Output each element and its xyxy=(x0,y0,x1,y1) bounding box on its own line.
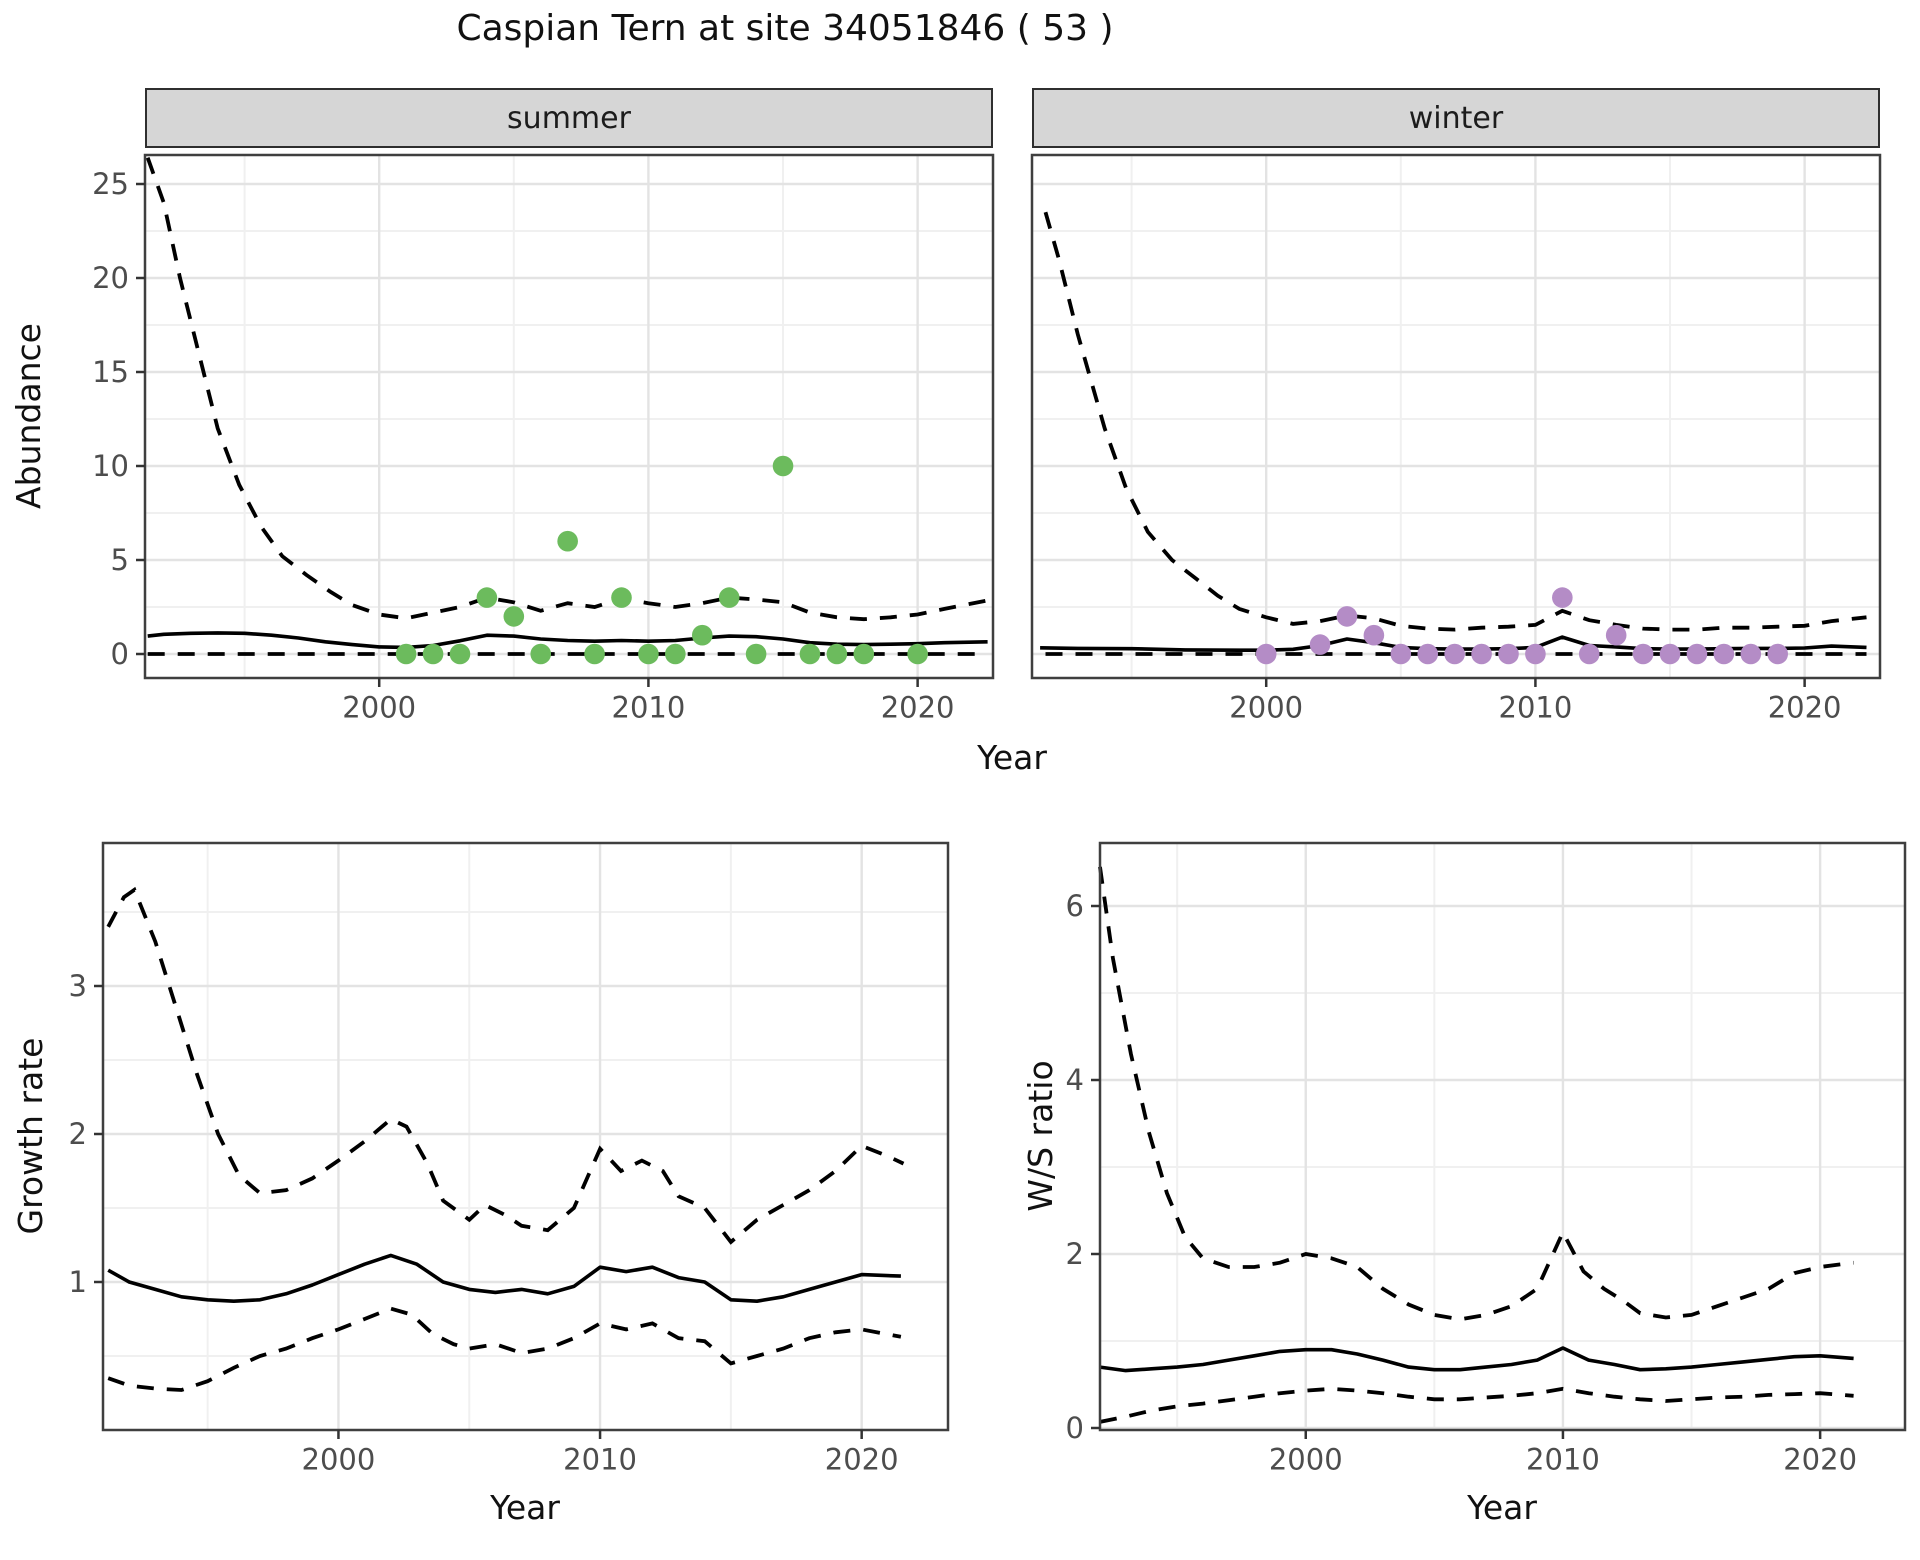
winter-observation-point xyxy=(1686,643,1708,665)
ws-x-tick-label: 2000 xyxy=(1269,1443,1343,1477)
facet-strip-winter: winter xyxy=(1032,88,1880,148)
summer-observation-point xyxy=(557,530,578,552)
summer-observation-point xyxy=(503,606,525,627)
ws-lower-ci-line xyxy=(1099,1386,1854,1424)
winter-x-tick-label: 2020 xyxy=(1768,691,1842,725)
summer-y-tick-label: 20 xyxy=(92,261,129,295)
winter-observation-point xyxy=(1336,606,1358,627)
ws-panel-bg xyxy=(1100,843,1905,1430)
growth-panel-border xyxy=(101,841,950,1432)
summer-observation-point xyxy=(772,455,794,477)
summer-observation-point xyxy=(584,643,605,665)
summer-observation-point xyxy=(638,643,659,665)
summer-observation-point xyxy=(665,643,686,665)
growth-y-tick-label: 1 xyxy=(69,1265,87,1299)
y-axis-title-ws-ratio: W/S ratio xyxy=(1021,1060,1060,1212)
winter-observation-point xyxy=(1525,643,1546,665)
winter-observation-point xyxy=(1390,643,1412,665)
winter-x-tick-label: 2010 xyxy=(1499,691,1573,725)
winter-observation-point xyxy=(1605,624,1627,646)
winter-observation-point xyxy=(1255,643,1277,665)
winter-observation-point xyxy=(1740,643,1762,665)
summer-observation-point xyxy=(422,643,444,665)
x-axis-title-year-growth: Year xyxy=(490,1488,560,1527)
summer-panel-bg xyxy=(145,155,993,678)
summer-y-tick-label: 25 xyxy=(92,167,129,201)
winter-upper-ci-line xyxy=(1043,211,1867,632)
winter-observation-point xyxy=(1713,643,1735,665)
facet-strip-winter-label: winter xyxy=(1408,100,1504,136)
y-axis-title-growth-rate: Growth rate xyxy=(11,1037,50,1235)
growth-x-tick-label: 2020 xyxy=(825,1443,899,1477)
summer-y-tick-label: 5 xyxy=(111,543,129,577)
growth-y-tick-label: 3 xyxy=(69,969,87,1003)
summer-observation-point xyxy=(826,643,848,665)
ws-panel-border xyxy=(1098,841,1907,1432)
summer-panel-border xyxy=(143,153,995,680)
summer-y-tick-label: 10 xyxy=(92,449,129,483)
winter-observation-point xyxy=(1444,643,1465,665)
y-axis-title-abundance: Abundance xyxy=(9,323,48,509)
ws-mean-line xyxy=(1099,1346,1854,1373)
ws-y-tick-label: 6 xyxy=(1066,889,1084,923)
facet-strip-summer-label: summer xyxy=(507,100,631,136)
winter-observation-point xyxy=(1767,643,1789,665)
summer-observation-point xyxy=(745,643,767,665)
winter-observation-point xyxy=(1578,643,1600,665)
winter-observation-point xyxy=(1309,634,1331,655)
summer-observation-point xyxy=(799,643,821,665)
summer-y-tick-label: 0 xyxy=(111,637,129,671)
growth-x-tick-label: 2000 xyxy=(302,1443,376,1477)
growth-lower-ci-line xyxy=(107,1306,902,1392)
summer-x-tick-label: 2000 xyxy=(342,691,416,725)
growth-panel-bg xyxy=(103,843,948,1430)
winter-observation-point xyxy=(1632,643,1654,665)
growth-upper-ci-line xyxy=(106,886,905,1245)
x-axis-title-year-top: Year xyxy=(977,738,1047,777)
winter-observation-point xyxy=(1417,643,1439,665)
winter-observation-point xyxy=(1363,624,1385,646)
winter-panel-border xyxy=(1030,153,1882,680)
summer-observation-point xyxy=(853,643,875,665)
growth-mean-line xyxy=(107,1253,901,1303)
summer-observation-point xyxy=(395,643,417,665)
summer-x-tick-label: 2020 xyxy=(881,691,955,725)
growth-y-tick-label: 2 xyxy=(69,1117,87,1151)
summer-observation-point xyxy=(611,587,632,608)
ws-x-tick-label: 2010 xyxy=(1526,1443,1600,1477)
summer-observation-point xyxy=(718,587,740,608)
summer-observation-point xyxy=(691,624,713,646)
summer-x-tick-label: 2010 xyxy=(612,691,686,725)
winter-observation-point xyxy=(1659,643,1681,665)
ws-x-tick-label: 2020 xyxy=(1783,1443,1857,1477)
winter-panel-bg xyxy=(1032,155,1880,678)
summer-observation-point xyxy=(530,643,552,665)
ws-y-tick-label: 4 xyxy=(1066,1063,1084,1097)
growth-x-tick-label: 2010 xyxy=(563,1443,637,1477)
x-axis-title-year-ws: Year xyxy=(1467,1488,1537,1527)
winter-observation-point xyxy=(1552,587,1573,608)
summer-observation-point xyxy=(449,643,471,665)
winter-x-tick-label: 2000 xyxy=(1229,691,1303,725)
summer-mean-line xyxy=(147,631,988,650)
facet-strip-summer: summer xyxy=(145,88,993,148)
chart-title: Caspian Tern at site 34051846 ( 53 ) xyxy=(456,8,1114,49)
winter-observation-point xyxy=(1498,643,1519,665)
winter-observation-point xyxy=(1471,643,1492,665)
summer-y-tick-label: 15 xyxy=(92,355,129,389)
winter-mean-line xyxy=(1040,635,1867,653)
summer-upper-ci-line xyxy=(145,157,988,622)
summer-observation-point xyxy=(476,587,498,608)
ws-y-tick-label: 2 xyxy=(1066,1237,1084,1271)
summer-observation-point xyxy=(907,643,928,665)
ws-y-tick-label: 0 xyxy=(1066,1411,1084,1445)
